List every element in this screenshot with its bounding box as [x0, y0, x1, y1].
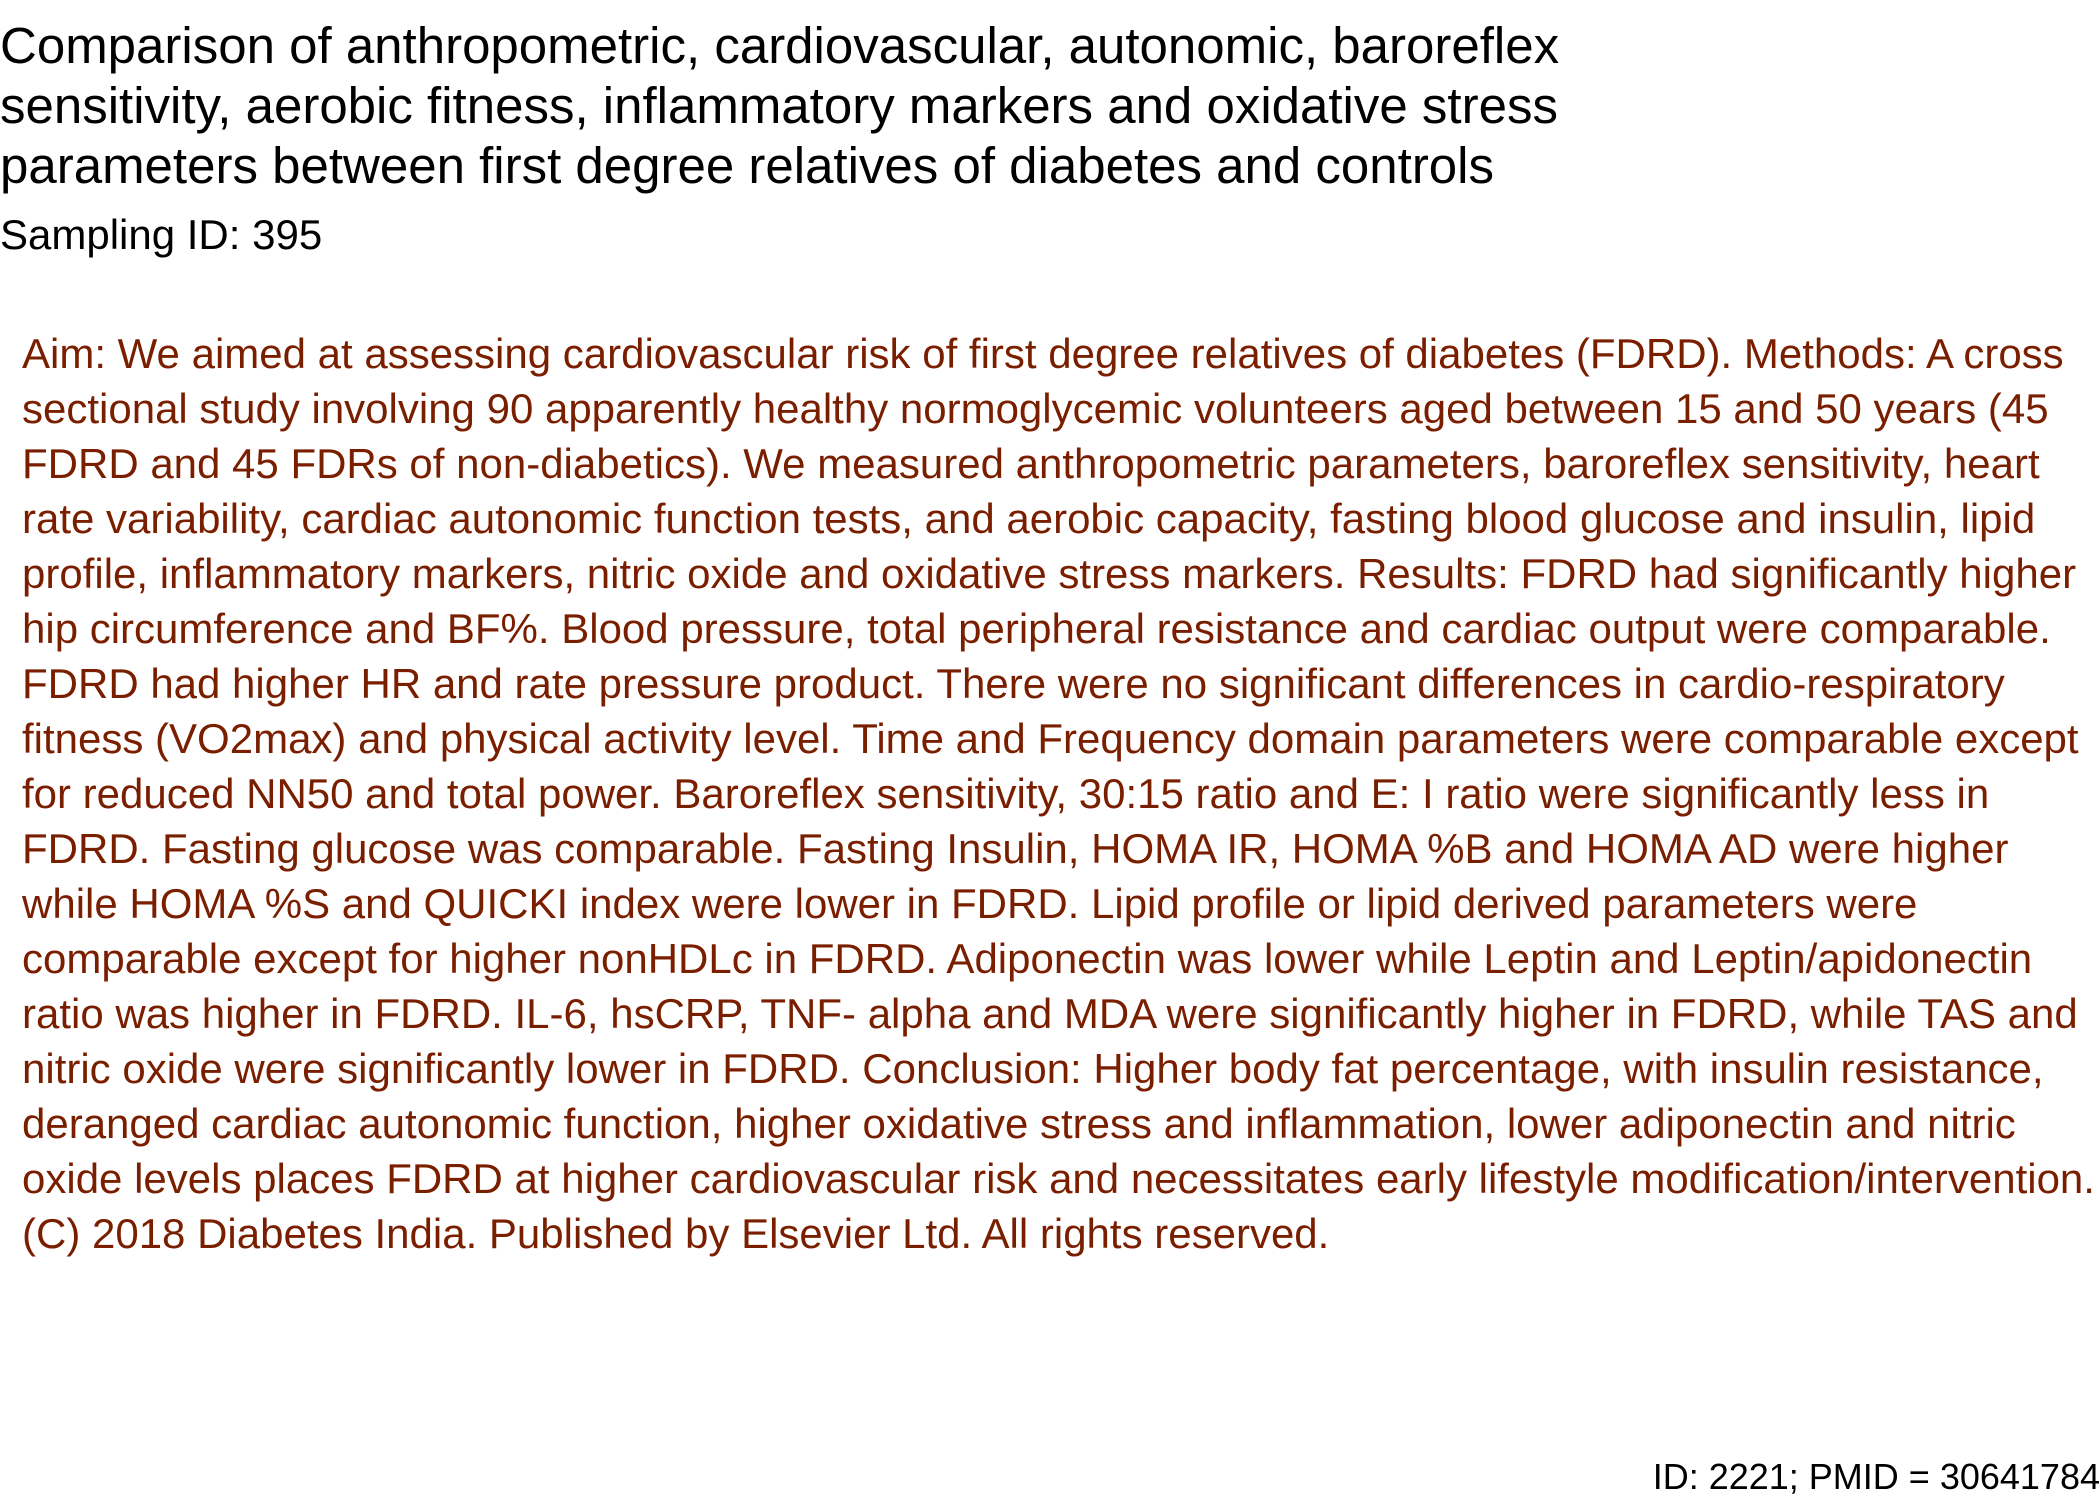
record-id-footer: ID: 2221; PMID = 30641784 [1652, 1456, 2100, 1497]
sampling-id: Sampling ID: 395 [0, 211, 323, 258]
document-title: Comparison of anthropometric, cardiovasc… [0, 17, 1560, 194]
abstract-text: Aim: We aimed at assessing cardiovascula… [22, 330, 2095, 1257]
